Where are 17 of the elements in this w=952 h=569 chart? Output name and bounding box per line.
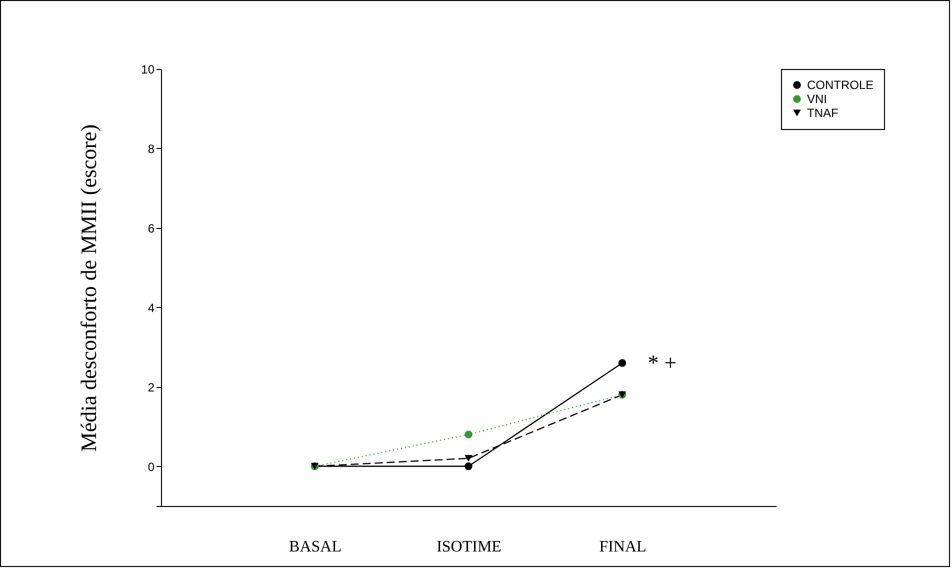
annotation: * + xyxy=(648,350,677,375)
y-tick-label: 8 xyxy=(148,142,155,156)
x-tick-label: FINAL xyxy=(599,538,646,556)
point xyxy=(618,359,626,367)
x-tick-label: BASAL xyxy=(289,538,342,556)
y-tick-label: 4 xyxy=(148,300,155,315)
legend-label: VNI xyxy=(807,92,828,106)
point xyxy=(464,462,472,470)
point xyxy=(464,430,472,438)
legend-label: TNAF xyxy=(807,106,838,120)
y-tick-label: 2 xyxy=(148,380,155,394)
y-tick-label: 6 xyxy=(148,221,155,236)
legend-label: CONTROLE xyxy=(807,78,874,92)
y-axis-title: Média desconforto de MMII (escore) xyxy=(76,124,102,452)
x-tick-label: ISOTIME xyxy=(436,538,502,556)
y-tick-label: 0 xyxy=(148,460,155,474)
y-tick-label: 10 xyxy=(141,62,155,76)
